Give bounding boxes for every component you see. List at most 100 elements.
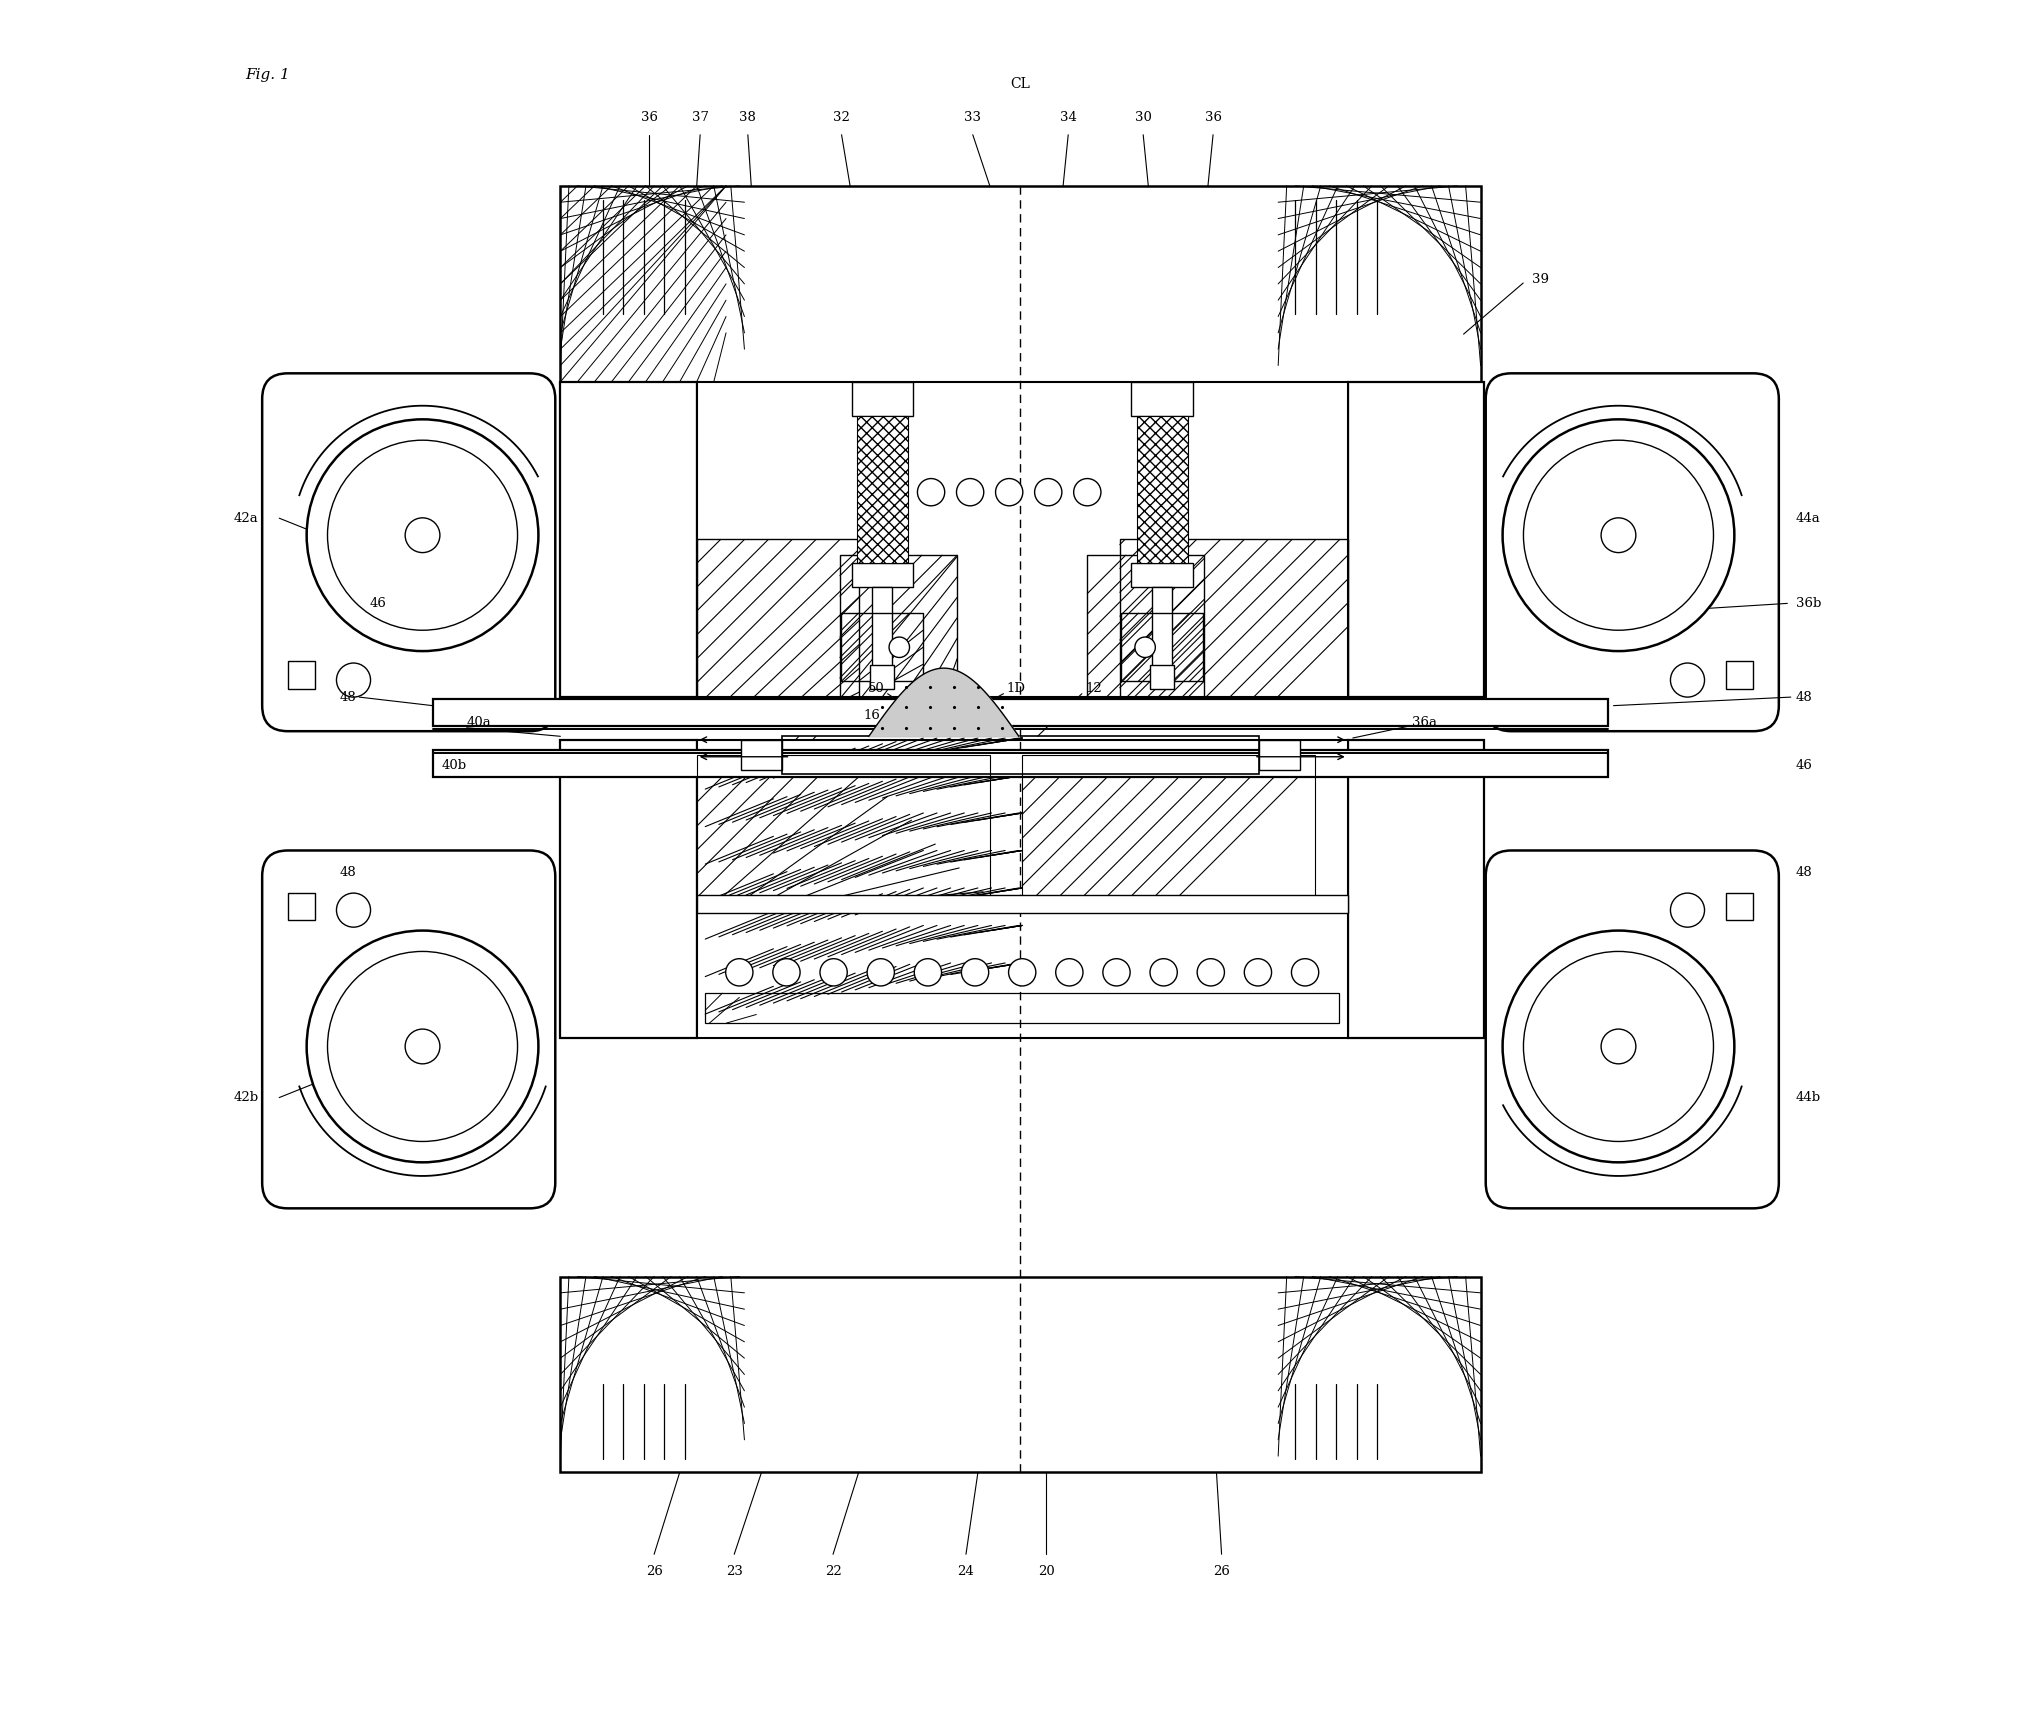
Bar	[1023, 754, 1314, 904]
Text: 26: 26	[1212, 1565, 1231, 1577]
Bar	[706, 993, 1339, 1022]
Circle shape	[406, 517, 441, 553]
Circle shape	[727, 959, 753, 986]
Text: 40b: 40b	[441, 759, 465, 771]
Text: 16: 16	[863, 710, 882, 722]
Bar	[696, 754, 990, 904]
Bar	[561, 1276, 1480, 1472]
Text: 36a: 36a	[1412, 716, 1437, 728]
Bar	[696, 895, 1347, 912]
Bar	[741, 740, 782, 770]
Circle shape	[1198, 959, 1225, 986]
Text: 42a: 42a	[233, 512, 257, 524]
Circle shape	[996, 479, 1023, 505]
Text: 12: 12	[1086, 682, 1102, 696]
Text: 48: 48	[339, 866, 355, 880]
Bar	[1121, 539, 1347, 698]
Bar	[872, 588, 892, 682]
Text: 44a: 44a	[1796, 512, 1821, 524]
Text: 48: 48	[1796, 691, 1812, 704]
Text: 30: 30	[1135, 112, 1151, 124]
Bar	[696, 740, 1347, 1038]
Circle shape	[306, 931, 539, 1163]
Circle shape	[1600, 1029, 1635, 1063]
Text: 34: 34	[1059, 112, 1078, 124]
Circle shape	[337, 893, 371, 928]
Text: 36: 36	[1204, 112, 1223, 124]
Circle shape	[961, 959, 988, 986]
Circle shape	[1008, 959, 1037, 986]
Text: 39: 39	[1531, 273, 1549, 287]
Text: 36b: 36b	[1796, 596, 1821, 610]
Bar	[1727, 661, 1753, 689]
Bar	[433, 699, 1608, 727]
Bar	[561, 381, 696, 698]
Bar	[1259, 740, 1300, 770]
Bar	[561, 740, 696, 1038]
Text: 37: 37	[692, 112, 708, 124]
Circle shape	[1523, 952, 1714, 1141]
Bar	[1137, 416, 1188, 564]
Circle shape	[1102, 959, 1131, 986]
Circle shape	[774, 959, 800, 986]
Circle shape	[406, 1029, 441, 1063]
FancyBboxPatch shape	[1486, 850, 1780, 1208]
Text: 46: 46	[1796, 759, 1812, 771]
Circle shape	[327, 440, 518, 631]
Circle shape	[337, 663, 371, 698]
Circle shape	[1502, 419, 1735, 651]
Circle shape	[1600, 517, 1635, 553]
Bar	[1088, 555, 1204, 698]
Circle shape	[1149, 959, 1178, 986]
Text: 22: 22	[825, 1565, 841, 1577]
FancyBboxPatch shape	[261, 373, 555, 732]
Bar	[841, 613, 923, 682]
Bar	[288, 893, 314, 921]
Text: 24: 24	[957, 1565, 974, 1577]
Circle shape	[957, 479, 984, 505]
Bar	[288, 661, 314, 689]
Text: CL: CL	[1010, 77, 1031, 91]
Bar	[851, 564, 912, 588]
Text: Fig. 1: Fig. 1	[245, 69, 290, 82]
Circle shape	[1523, 440, 1714, 631]
Text: 40a: 40a	[467, 716, 492, 728]
Circle shape	[820, 959, 847, 986]
Text: 1D: 1D	[1006, 682, 1027, 696]
FancyBboxPatch shape	[1486, 373, 1780, 732]
Circle shape	[1670, 893, 1704, 928]
Text: 33: 33	[963, 112, 982, 124]
Circle shape	[867, 959, 894, 986]
Circle shape	[1055, 959, 1084, 986]
Text: 36: 36	[641, 112, 657, 124]
Text: 42b: 42b	[233, 1091, 259, 1105]
Bar	[1347, 381, 1484, 698]
Text: 26: 26	[645, 1565, 663, 1577]
Circle shape	[1074, 479, 1100, 505]
Circle shape	[878, 479, 906, 505]
Bar	[1727, 893, 1753, 921]
Bar	[1347, 740, 1484, 1038]
Text: 20: 20	[1037, 1565, 1055, 1577]
FancyBboxPatch shape	[261, 850, 555, 1208]
Bar	[869, 665, 894, 689]
Bar	[782, 737, 1259, 773]
Bar	[1151, 665, 1174, 689]
Circle shape	[918, 479, 945, 505]
Bar	[696, 539, 859, 698]
Text: 48: 48	[339, 691, 355, 704]
Circle shape	[914, 959, 941, 986]
Text: 46: 46	[369, 596, 386, 610]
Bar	[696, 381, 1347, 698]
Text: 38: 38	[739, 112, 757, 124]
Circle shape	[1292, 959, 1318, 986]
Circle shape	[306, 419, 539, 651]
Text: 48: 48	[1796, 866, 1812, 880]
Bar	[1121, 613, 1202, 682]
Circle shape	[1035, 479, 1061, 505]
Bar	[857, 416, 908, 564]
Bar	[433, 751, 1608, 777]
Bar	[1131, 564, 1192, 588]
Circle shape	[890, 637, 910, 658]
Bar	[1131, 381, 1192, 416]
